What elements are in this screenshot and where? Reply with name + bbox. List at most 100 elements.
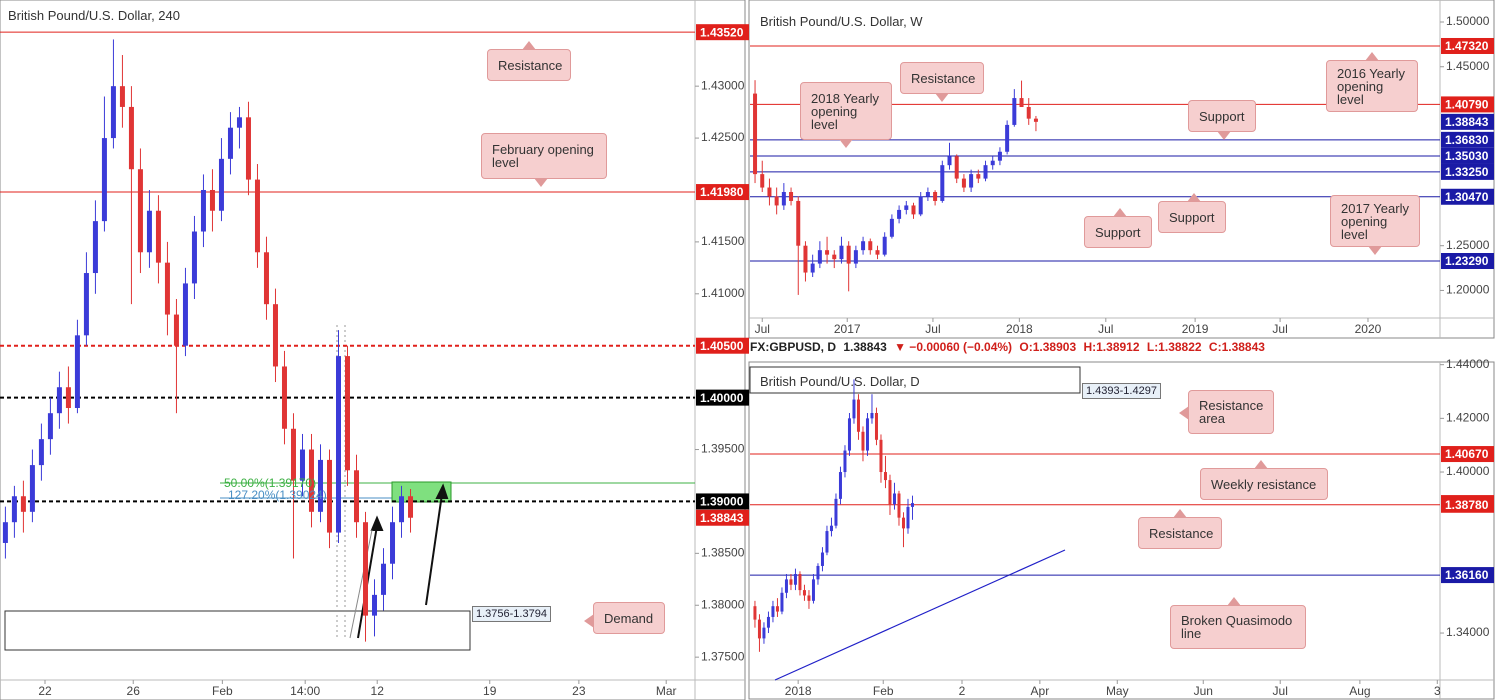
candle-body bbox=[173, 314, 179, 346]
x-tick-label: 14:00 bbox=[290, 684, 320, 698]
candle-body bbox=[236, 117, 242, 128]
candle-body bbox=[789, 579, 793, 585]
candle-body bbox=[766, 616, 770, 628]
level-tag bbox=[696, 389, 749, 406]
candle-body bbox=[933, 192, 938, 201]
candle-body bbox=[354, 470, 360, 523]
candle-body bbox=[870, 412, 874, 419]
level-label: 1.40670 bbox=[1445, 447, 1489, 461]
x-tick-label: Jun bbox=[1194, 684, 1213, 698]
candle-body bbox=[245, 117, 251, 180]
x-tick-label: May bbox=[1106, 684, 1129, 698]
fib-label: 50.00%(1.39170) bbox=[224, 476, 317, 490]
level-label: 1.47320 bbox=[1445, 39, 1489, 53]
x-tick-label: 22 bbox=[38, 684, 52, 698]
candle-body bbox=[853, 250, 858, 264]
info-bar: FX:GBPUSD, D 1.38843 ▼ −0.00060 (−0.04%)… bbox=[750, 340, 1269, 354]
x-tick-label: Jul bbox=[755, 322, 770, 336]
x-tick-label: 2019 bbox=[1182, 322, 1209, 336]
x-tick-label: Mar bbox=[656, 684, 677, 698]
candle-body bbox=[834, 498, 838, 526]
candle-body bbox=[803, 245, 808, 273]
level-label: 1.39000 bbox=[700, 495, 744, 509]
low: L:1.38822 bbox=[1146, 340, 1202, 354]
candle-body bbox=[29, 465, 35, 512]
candle-body bbox=[263, 252, 269, 305]
annotation: Resistance bbox=[900, 62, 984, 102]
chart-title: British Pound/U.S. Dollar, 240 bbox=[8, 8, 180, 23]
y-tick-label: 1.42000 bbox=[1446, 411, 1490, 425]
candle-body bbox=[390, 522, 396, 564]
candle-body bbox=[762, 627, 766, 639]
candle-body bbox=[997, 151, 1002, 161]
candle-body bbox=[897, 493, 901, 518]
candle-body bbox=[780, 592, 784, 612]
annotation: Support bbox=[1084, 208, 1152, 248]
y-tick-label: 1.44000 bbox=[1446, 357, 1490, 371]
candle-body bbox=[825, 531, 829, 553]
resistance-zone bbox=[749, 366, 1081, 394]
level-label: 1.33250 bbox=[1445, 165, 1489, 179]
candle-body bbox=[317, 459, 323, 512]
x-tick-label: Feb bbox=[212, 684, 233, 698]
candle-body bbox=[882, 236, 887, 255]
annotation: Support bbox=[1158, 193, 1226, 233]
level-tag bbox=[696, 24, 749, 41]
candle-body bbox=[753, 93, 758, 175]
level-label: 1.23290 bbox=[1445, 254, 1489, 268]
x-tick-label: Apr bbox=[1031, 684, 1050, 698]
last-price: 1.38843 bbox=[843, 340, 887, 354]
annotation: Broken Quasimodo line bbox=[1170, 597, 1306, 649]
x-tick-label: Feb bbox=[873, 684, 894, 698]
candle-body bbox=[969, 174, 974, 188]
candle-body bbox=[879, 439, 883, 473]
candle-body bbox=[990, 160, 995, 166]
candle-body bbox=[182, 283, 188, 346]
level-tag bbox=[1441, 113, 1494, 130]
y-tick-label: 1.37500 bbox=[701, 649, 745, 663]
candle-body bbox=[408, 496, 414, 518]
arrow-guide bbox=[349, 529, 373, 639]
candle-body bbox=[200, 189, 206, 232]
level-label: 1.38843 bbox=[1445, 115, 1489, 129]
candle-body bbox=[983, 165, 988, 179]
candle-body bbox=[843, 450, 847, 473]
candle-body bbox=[757, 619, 761, 639]
annotation: Support bbox=[1188, 100, 1256, 140]
level-label: 1.35030 bbox=[1445, 149, 1489, 163]
x-tick-label: 26 bbox=[127, 684, 141, 698]
candle-body bbox=[363, 522, 369, 616]
y-tick-label: 1.38000 bbox=[701, 597, 745, 611]
change: ▼ −0.00060 (−0.04%) bbox=[894, 340, 1013, 354]
annotation: Weekly resistance bbox=[1200, 460, 1328, 500]
panel-frame bbox=[748, 361, 1495, 700]
level-label: 1.36830 bbox=[1445, 133, 1489, 147]
candle-body bbox=[789, 192, 794, 201]
candle-body bbox=[753, 606, 757, 620]
x-tick-label: 2018 bbox=[1006, 322, 1033, 336]
annotation: February opening level bbox=[481, 133, 607, 187]
candle-body bbox=[918, 196, 923, 215]
candle-body bbox=[807, 595, 811, 601]
level-tag bbox=[1441, 147, 1494, 164]
candle-body bbox=[861, 241, 866, 251]
candle-body bbox=[101, 138, 107, 222]
candle-body bbox=[774, 196, 779, 206]
candle-body bbox=[802, 590, 806, 596]
candle-body bbox=[47, 413, 53, 440]
zone-label: 1.3756-1.3794 bbox=[472, 606, 551, 622]
candle-body bbox=[155, 210, 161, 263]
x-tick-label: 2017 bbox=[834, 322, 861, 336]
x-tick-label: Jul bbox=[1273, 684, 1288, 698]
candle-body bbox=[1019, 98, 1024, 108]
candle-body bbox=[883, 472, 887, 481]
candle-body bbox=[852, 399, 856, 419]
candle-body bbox=[810, 263, 815, 273]
candle-body bbox=[875, 250, 880, 255]
candle-body bbox=[865, 418, 869, 451]
panel-frame bbox=[748, 0, 1495, 339]
level-tag bbox=[696, 509, 749, 526]
candle-body bbox=[847, 418, 851, 451]
candle-body bbox=[825, 250, 830, 255]
